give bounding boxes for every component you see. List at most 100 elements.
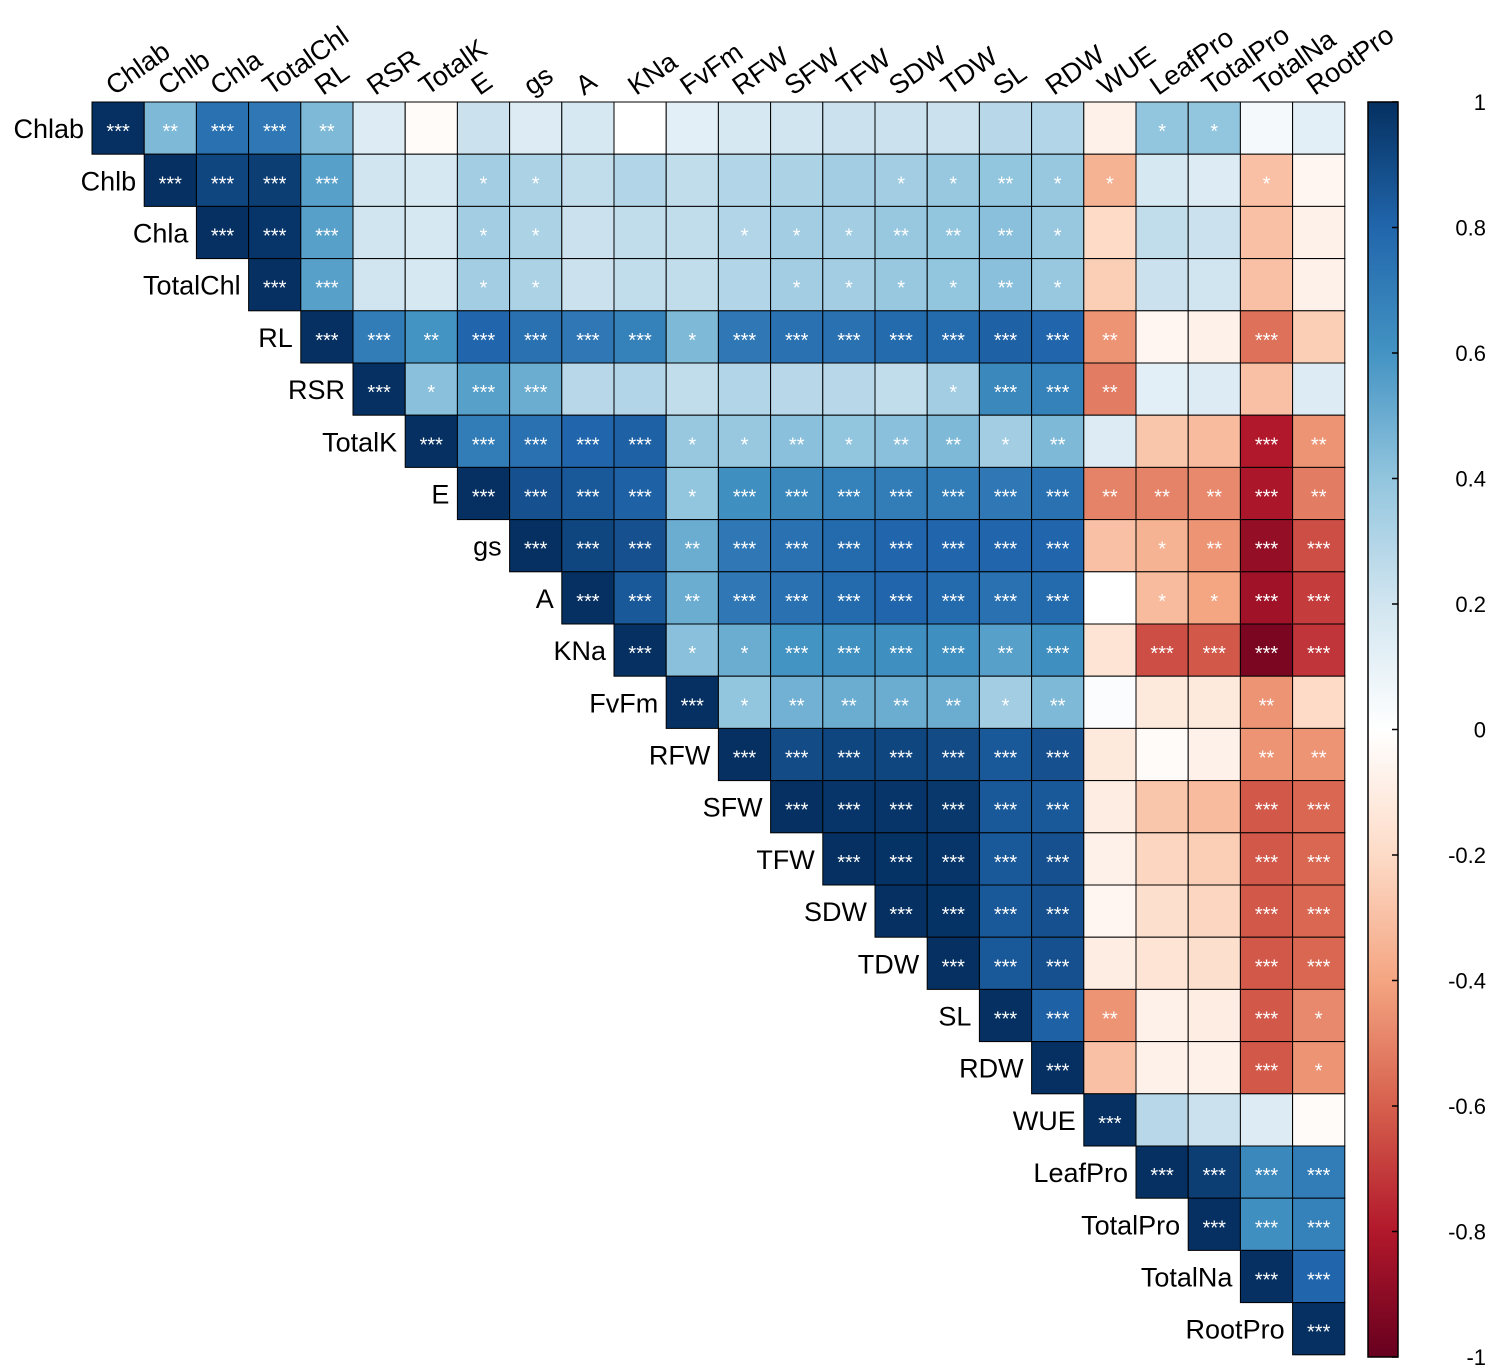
significance-RootPro-RootPro: *** [1307,1322,1331,1344]
cell-WUE-WUE [1083,1093,1137,1147]
significance-RDW-TotalNa: *** [1255,1061,1279,1083]
cell-KNa-TFW [822,623,876,677]
cell-Chlab-KNa [613,101,667,155]
cell-TFW-RootPro [1292,832,1346,886]
cell-SDW-WUE [1083,884,1137,938]
significance-Chlb-TDW: * [949,173,957,195]
significance-gs-TFW: *** [837,539,861,561]
cell-Chlb-FvFm [665,153,719,207]
cell-FvFm-RFW [717,675,772,729]
cell-SFW-TotalPro [1187,780,1241,834]
cell-Chlb-TotalPro [1187,153,1241,207]
cell-Chlb-TFW [822,153,876,207]
cell-Chlb-E [456,153,511,207]
cell-Chlb-RSR [352,153,406,207]
significance-RL-gs: *** [524,330,548,352]
significance-RFW-RDW: *** [1046,748,1070,770]
col-label-TDW: TDW [936,41,1004,101]
cell-Chlab-RDW [1031,101,1085,155]
significance-A-TotalPro: * [1210,591,1218,613]
cell-Chla-TFW [822,205,876,260]
cell-TotalChl-TotalK [404,258,458,312]
cell-gs-LeafPro [1135,519,1189,573]
significance-A-LeafPro: * [1158,591,1166,613]
cell-Chlb-KNa [613,153,667,207]
cell-SL-TotalNa [1239,988,1294,1043]
cell-WUE-LeafPro [1135,1093,1189,1147]
cell-TotalChl-SL [978,258,1033,312]
significance-E-LeafPro: ** [1154,487,1170,509]
significance-gs-TDW: *** [942,539,966,561]
cell-Chlab-Chla [195,101,250,155]
significance-RFW-SDW: *** [889,748,913,770]
significance-Chla-gs: * [532,226,540,248]
cell-Chlab-E [456,101,511,155]
significance-E-RFW: *** [733,487,757,509]
cell-TotalK-FvFm [665,414,719,468]
significance-gs-RFW: *** [733,539,757,561]
significance-RL-TotalK: ** [424,330,440,352]
significance-Chlab-Chlb: ** [163,121,179,143]
significance-RSR-WUE: ** [1102,382,1118,404]
cell-gs-FvFm [665,519,719,573]
cell-Chlb-WUE [1083,153,1137,207]
cell-LeafPro-TotalNa [1239,1145,1294,1199]
significance-KNa-RDW: *** [1046,643,1070,665]
significance-E-TDW: *** [942,487,966,509]
cell-KNa-SFW [770,623,824,677]
cell-Chla-SDW [874,205,928,260]
significance-KNa-RFW: * [741,643,749,665]
cell-RootPro-RootPro [1292,1302,1346,1356]
significance-Chla-RDW: * [1054,226,1062,248]
cell-WUE-RootPro [1292,1093,1346,1147]
cell-E-RFW [717,466,772,521]
cell-RFW-LeafPro [1135,727,1189,782]
cell-RL-RDW [1031,310,1085,364]
cell-TotalChl-A [561,258,615,312]
row-label-TDW: TDW [858,949,920,979]
significance-TotalChl-RL: *** [315,278,339,300]
cell-SDW-TotalNa [1239,884,1294,938]
cell-Chla-RSR [352,205,406,260]
cell-Chlb-TotalNa [1239,153,1294,207]
significance-RSR-SL: *** [994,382,1018,404]
cell-TotalK-gs [509,414,563,468]
significance-KNa-LeafPro: *** [1150,643,1174,665]
significance-RFW-RootPro: ** [1311,748,1327,770]
row-label-TotalNa: TotalNa [1141,1263,1234,1293]
cell-FvFm-SFW [770,675,824,729]
cell-Chlab-TotalNa [1239,101,1294,155]
significance-KNa-KNa: *** [628,643,652,665]
significance-TotalChl-SDW: * [897,278,905,300]
cell-TotalChl-RootPro [1292,258,1346,312]
significance-Chla-RL: *** [315,226,339,248]
cell-Chlab-A [561,101,615,155]
cell-Chlab-RFW [717,101,772,155]
significance-Chla-SL: ** [998,226,1014,248]
row-label-TotalChl: TotalChl [143,271,241,301]
significance-TFW-SL: *** [994,852,1018,874]
cell-KNa-KNa [613,623,667,677]
cell-RL-LeafPro [1135,310,1189,364]
colorbar: 1 0.8 0.6 0.4 0.2 0 -0.2 -0.4 -0.6 -0.8 -1 [1367,90,1486,1370]
significance-gs-RootPro: *** [1307,539,1331,561]
cell-A-TDW [926,571,980,625]
cell-TotalPro-TotalPro [1187,1197,1241,1251]
significance-TotalK-SFW: ** [789,434,805,456]
significance-Chlb-WUE: * [1106,173,1114,195]
significance-RL-RDW: *** [1046,330,1070,352]
cell-TotalChl-TDW [926,258,980,312]
cell-RFW-RDW [1031,727,1085,782]
cell-RFW-TotalPro [1187,727,1241,782]
row-label-gs: gs [473,532,502,562]
cell-SFW-RootPro [1292,780,1346,834]
cell-FvFm-WUE [1083,675,1137,729]
significance-TotalK-TotalNa: *** [1255,434,1279,456]
row-label-TotalPro: TotalPro [1081,1210,1180,1240]
significance-RL-RL: *** [315,330,339,352]
cell-Chlb-SL [978,153,1033,207]
significance-E-FvFm: * [688,487,696,509]
significance-gs-SDW: *** [889,539,913,561]
